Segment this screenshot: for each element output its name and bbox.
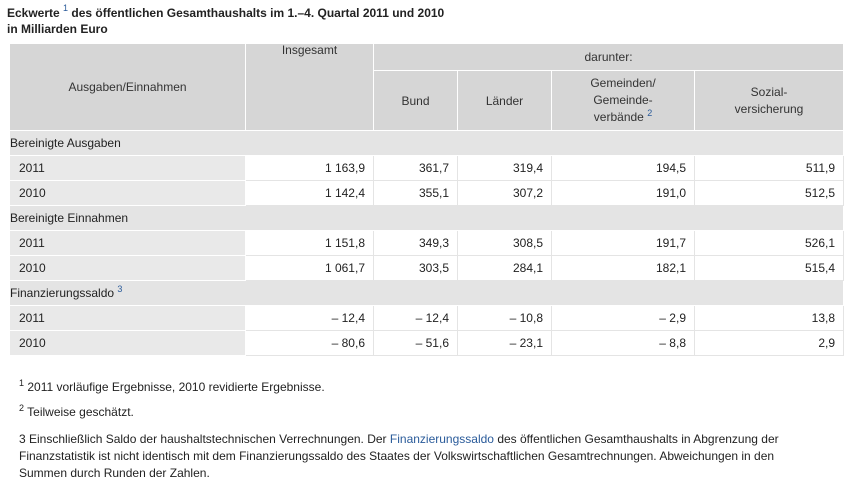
header-gemeinden-line2: Gemeinde-: [593, 93, 653, 108]
table-row: 2011 – 12,4 – 12,4 – 10,8 – 2,9 13,8: [9, 305, 845, 331]
footnote-3: 3 Einschließlich Saldo der haushaltstech…: [19, 431, 819, 482]
row-year: 2010: [9, 255, 246, 281]
title-text-rest: des öffentlichen Gesamthaushalts im 1.–4…: [71, 6, 445, 20]
row-year: 2011: [9, 155, 246, 181]
footnote-3-text-rest: des öffentlichen Gesamthaushalts in Abgr…: [19, 432, 779, 480]
cell-laender: 308,5: [457, 230, 552, 256]
finanzierungssaldo-link[interactable]: Finanzierungssaldo: [389, 432, 494, 446]
header-ausgaben-einnahmen: Ausgaben/Einnahmen: [9, 43, 246, 131]
header-bund: Bund: [373, 70, 458, 131]
cell-insgesamt: 1 163,9: [245, 155, 374, 181]
cell-insgesamt: – 80,6: [245, 330, 374, 356]
cell-bund: – 12,4: [373, 305, 458, 331]
cell-sozialversicherung: 2,9: [693, 330, 845, 356]
cell-laender: 284,1: [457, 255, 552, 281]
header-gemeinden-footnote-ref[interactable]: 2: [647, 108, 653, 119]
row-year: 2010: [9, 330, 246, 356]
table-row: 2011 1 151,8 349,3 308,5 191,7 526,1: [9, 230, 845, 256]
cell-gemeinden: 191,0: [551, 180, 695, 206]
header-laender: Länder: [457, 70, 552, 131]
header-sozialversicherung: Sozial- versicherung: [693, 70, 845, 131]
table-row: 2010 1 061,7 303,5 284,1 182,1 515,4: [9, 255, 845, 281]
cell-bund: 355,1: [373, 180, 458, 206]
title-unit: in Milliarden Euro: [7, 22, 108, 36]
section-bereinigte-einnahmen: Bereinigte Einnahmen: [8, 205, 845, 231]
footnote-1: 1 2011 vorläufige Ergebnisse, 2010 revid…: [19, 379, 325, 396]
table-row: 2011 1 163,9 361,7 319,4 194,5 511,9: [9, 155, 845, 181]
cell-sozialversicherung: 13,8: [693, 305, 845, 331]
row-year: 2010: [9, 180, 246, 206]
cell-gemeinden: 194,5: [551, 155, 695, 181]
cell-insgesamt: 1 142,4: [245, 180, 374, 206]
cell-gemeinden: 182,1: [551, 255, 695, 281]
row-year: 2011: [9, 305, 246, 331]
cell-insgesamt: 1 061,7: [245, 255, 374, 281]
cell-sozialversicherung: 512,5: [693, 180, 845, 206]
row-year: 2011: [9, 230, 246, 256]
section-label: Bereinigte Einnahmen: [10, 211, 129, 225]
header-sozial-line1: Sozial-: [750, 84, 788, 99]
cell-gemeinden: – 2,9: [551, 305, 695, 331]
table-title: Eckwerte 1 des öffentlichen Gesamthausha…: [7, 3, 445, 37]
cell-laender: – 23,1: [457, 330, 552, 356]
cell-sozialversicherung: 511,9: [693, 155, 845, 181]
table-row: 2010 – 80,6 – 51,6 – 23,1 – 8,8 2,9: [9, 330, 845, 356]
cell-gemeinden: – 8,8: [551, 330, 695, 356]
footnote-3-text: 3 Einschließlich Saldo der haushaltstech…: [19, 432, 387, 446]
footnote-1-text: 2011 vorläufige Ergebnisse, 2010 revidie…: [27, 380, 325, 394]
section-label: Bereinigte Ausgaben: [10, 136, 121, 150]
footnote-1-marker: 1: [19, 378, 25, 388]
footnote-2-text: Teilweise geschätzt.: [27, 405, 134, 419]
header-sozial-line2: versicherung: [734, 101, 804, 116]
header-gemeinden-line1: Gemeinden/: [590, 76, 656, 91]
cell-bund: – 51,6: [373, 330, 458, 356]
cell-sozialversicherung: 526,1: [693, 230, 845, 256]
header-gemeinden-line3: verbände: [593, 110, 644, 125]
cell-bund: 349,3: [373, 230, 458, 256]
budget-table: Ausgaben/Einnahmen Insgesamt darunter: B…: [8, 42, 845, 356]
section-finanzierungssaldo: Finanzierungssaldo 3: [8, 280, 845, 306]
title-footnote-ref[interactable]: 1: [63, 3, 69, 13]
header-insgesamt: Insgesamt: [245, 43, 374, 131]
section-bereinigte-ausgaben: Bereinigte Ausgaben: [8, 130, 845, 156]
cell-laender: 319,4: [457, 155, 552, 181]
section-label: Finanzierungssaldo: [10, 286, 115, 300]
cell-insgesamt: – 12,4: [245, 305, 374, 331]
cell-gemeinden: 191,7: [551, 230, 695, 256]
cell-laender: – 10,8: [457, 305, 552, 331]
header-darunter: darunter:: [372, 42, 845, 72]
header-gemeinden: Gemeinden/ Gemeinde- verbände 2: [551, 70, 695, 131]
footnote-2-marker: 2: [19, 403, 25, 413]
cell-bund: 303,5: [373, 255, 458, 281]
cell-insgesamt: 1 151,8: [245, 230, 374, 256]
title-text: Eckwerte: [7, 6, 60, 20]
cell-bund: 361,7: [373, 155, 458, 181]
table-row: 2010 1 142,4 355,1 307,2 191,0 512,5: [9, 180, 845, 206]
section-footnote-ref[interactable]: 3: [117, 284, 123, 294]
header-insgesamt-label: Insgesamt: [281, 43, 338, 57]
cell-sozialversicherung: 515,4: [693, 255, 845, 281]
cell-laender: 307,2: [457, 180, 552, 206]
footnote-2: 2 Teilweise geschätzt.: [19, 404, 134, 421]
